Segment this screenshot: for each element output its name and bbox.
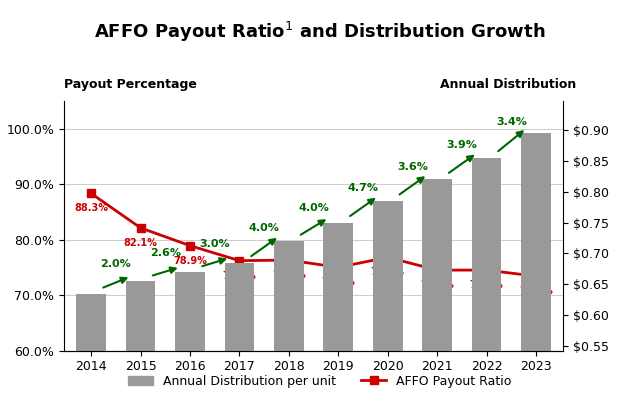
Text: 3.0%: 3.0% (200, 239, 230, 249)
Bar (521, 133, 551, 403)
Bar (274, 241, 304, 403)
Bar (76, 293, 106, 403)
Bar (225, 263, 254, 403)
Text: 73.4%: 73.4% (519, 286, 553, 296)
Text: Payout Percentage: Payout Percentage (64, 78, 197, 91)
Bar (126, 281, 156, 403)
Text: 3.6%: 3.6% (397, 162, 428, 172)
Text: 76.2%: 76.2% (223, 271, 257, 280)
Text: 3.9%: 3.9% (447, 140, 477, 150)
Legend: Annual Distribution per unit, AFFO Payout Ratio: Annual Distribution per unit, AFFO Payou… (124, 370, 516, 393)
Text: AFFO Payout Ratio$^{1}$ and Distribution Growth: AFFO Payout Ratio$^{1}$ and Distribution… (94, 20, 546, 44)
Bar (323, 222, 353, 403)
Text: 74.5%: 74.5% (420, 280, 454, 290)
Bar (175, 272, 205, 403)
Text: 2.0%: 2.0% (100, 259, 131, 269)
Bar (472, 158, 501, 403)
Bar (373, 201, 403, 403)
Text: 4.7%: 4.7% (348, 183, 378, 193)
Text: 88.3%: 88.3% (74, 204, 108, 214)
Text: 4.0%: 4.0% (249, 223, 280, 233)
Bar (422, 179, 452, 403)
Text: 2.6%: 2.6% (150, 248, 181, 258)
Text: 76.3%: 76.3% (272, 270, 306, 280)
Text: 74.5%: 74.5% (470, 280, 504, 290)
Text: 4.0%: 4.0% (298, 204, 329, 213)
Text: 75.0%: 75.0% (321, 277, 355, 287)
Text: 82.1%: 82.1% (124, 238, 157, 248)
Text: 76.8%: 76.8% (371, 267, 404, 277)
Text: Annual Distribution: Annual Distribution (440, 78, 576, 91)
Text: 3.4%: 3.4% (496, 117, 527, 127)
Text: 78.9%: 78.9% (173, 256, 207, 266)
